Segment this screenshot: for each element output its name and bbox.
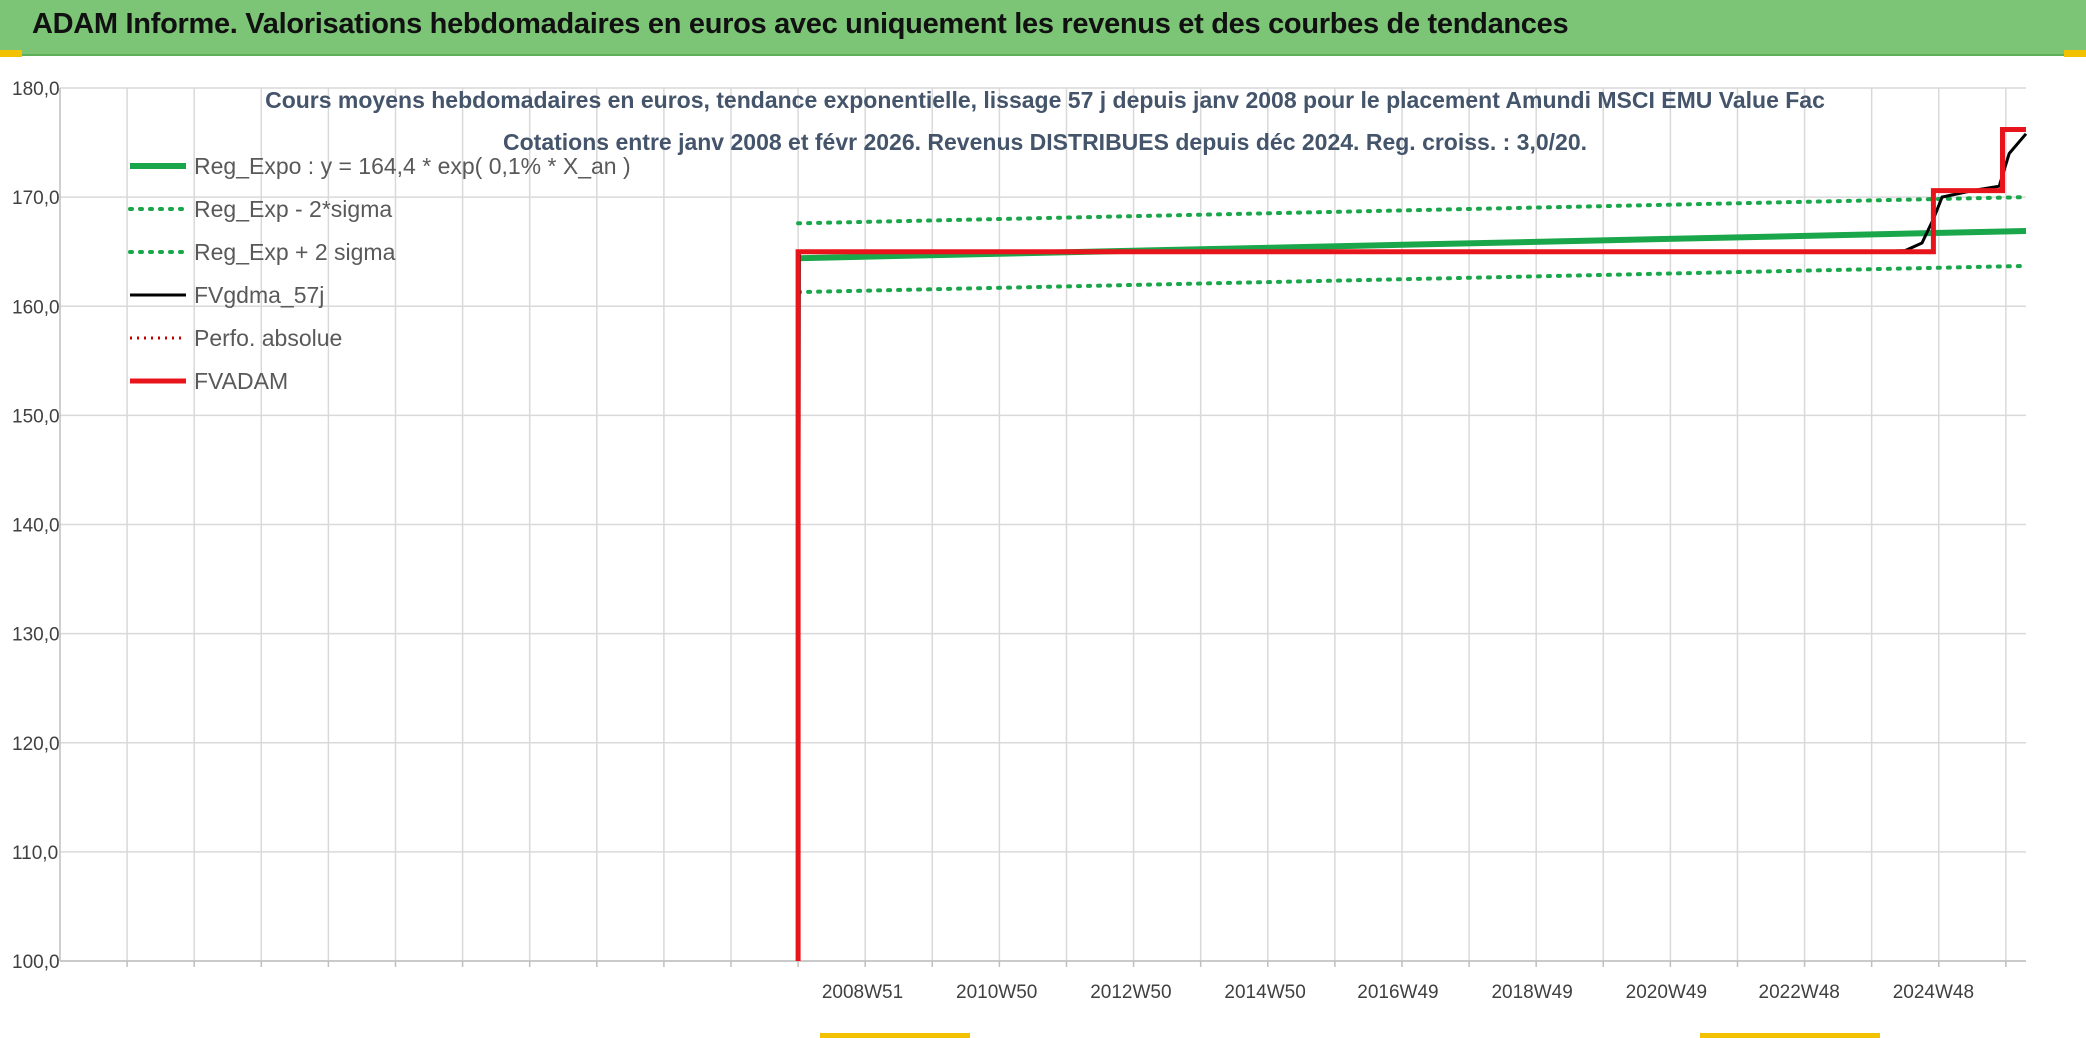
header-bar: ADAM Informe. Valorisations hebdomadaire… (0, 0, 2086, 56)
x-tick-label: 2014W50 (1224, 982, 1305, 1003)
y-tick-label: 140,0 (12, 516, 60, 537)
axis-layer: 100,0 110,0 120,0 130,0 140,0 150,0 160,0 170,0… (12, 79, 2026, 1003)
page-title: ADAM Informe. Valorisations hebdomadaire… (32, 8, 1569, 40)
x-tick-label: 2010W50 (956, 982, 1037, 1003)
legend-label: FVgdma_57j (194, 282, 324, 308)
y-tick-label: 100,0 (12, 952, 60, 973)
y-tick-label: 170,0 (12, 188, 60, 209)
series-line-3 (796, 132, 2028, 962)
bottom-accent-right (1700, 1033, 1880, 1038)
series-layer (795, 127, 2028, 962)
chart: 100,0 110,0 120,0 130,0 140,0 150,0 160,0 170,0… (12, 79, 2028, 1003)
legend-label: Perfo. absolue (194, 325, 342, 351)
legend-label: FVADAM (194, 368, 288, 394)
y-tick-label: 180,0 (12, 79, 60, 100)
chart-title-line-1: Cours moyens hebdomadaires en euros, ten… (265, 87, 1825, 113)
y-tick-label: 120,0 (12, 734, 60, 755)
x-tick-label: 2008W51 (822, 982, 903, 1003)
y-tick-label: 110,0 (12, 843, 58, 864)
y-tick-label: 160,0 (12, 297, 60, 318)
y-tick-label: 150,0 (12, 406, 60, 427)
legend-label: Reg_Exp - 2*sigma (194, 196, 392, 222)
x-tick-label: 2012W50 (1090, 982, 1171, 1003)
series-line-2 (796, 263, 2028, 295)
x-tick-label: 2022W48 (1759, 982, 1840, 1003)
bottom-accent-left (820, 1033, 970, 1038)
x-tick-label: 2018W49 (1491, 982, 1572, 1003)
corner-marker-left (0, 50, 22, 57)
x-tick-label: 2016W49 (1357, 982, 1438, 1003)
legend-label: Reg_Exp + 2 sigma (194, 239, 396, 265)
chart-title-line-2: Cotations entre janv 2008 et févr 2026. … (503, 129, 1587, 155)
series-line-5 (795, 127, 2026, 961)
x-tick-label: 2024W48 (1893, 982, 1974, 1003)
y-tick-label: 130,0 (12, 625, 60, 646)
series-line-1 (796, 195, 2028, 226)
legend: Reg_Expo : y = 164,4 * exp( 0,1% * X_an … (128, 153, 631, 394)
legend-label: Reg_Expo : y = 164,4 * exp( 0,1% * X_an … (194, 153, 631, 179)
x-tick-label: 2020W49 (1626, 982, 1707, 1003)
corner-marker-right (2064, 50, 2086, 57)
